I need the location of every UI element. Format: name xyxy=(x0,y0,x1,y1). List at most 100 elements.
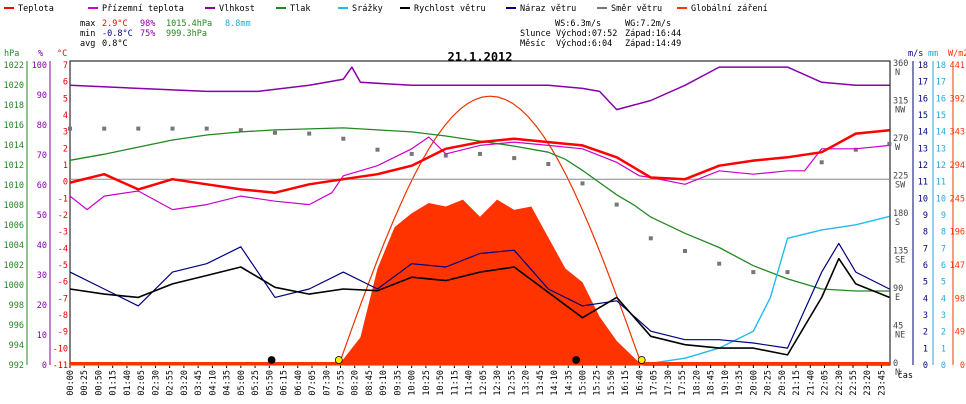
time-tick-4: 01:40 xyxy=(123,370,133,396)
direction-point-23 xyxy=(853,147,858,152)
series-gust xyxy=(69,242,890,349)
time-tick-52: 21:40 xyxy=(806,370,816,396)
time-tick-55: 22:55 xyxy=(849,370,859,396)
hpa-tick-8: 1006 xyxy=(4,221,24,231)
wm2-tick-5: 196 xyxy=(950,228,965,238)
percent-tick-9: 10 xyxy=(37,331,47,341)
hpa-tick-9: 1004 xyxy=(4,241,24,251)
celsius-tick-1: 6 xyxy=(63,78,68,88)
percent-tick-0: 100 xyxy=(32,61,47,71)
stat-moon-set: Západ:14:49 xyxy=(625,39,681,49)
direction-point-3 xyxy=(170,126,175,131)
direction-point-16 xyxy=(614,202,619,207)
chart-title: 21.1.2012 xyxy=(447,50,512,64)
stat-moon-label: Měsíc xyxy=(520,39,546,49)
time-tick-24: 10:00 xyxy=(408,370,418,396)
ms-tick-7: 11 xyxy=(918,178,928,188)
time-tick-23: 09:35 xyxy=(393,370,403,396)
direction-letter-7: NE xyxy=(895,331,905,341)
mm-tick-7: 11 xyxy=(936,178,946,188)
direction-point-24 xyxy=(887,141,892,146)
direction-point-22 xyxy=(819,160,824,165)
time-tick-8: 03:20 xyxy=(180,370,190,396)
time-tick-7: 02:55 xyxy=(166,370,176,396)
time-tick-20: 08:20 xyxy=(351,370,361,396)
ms-tick-17: 1 xyxy=(923,344,928,354)
mm-tick-16: 2 xyxy=(941,328,946,338)
hpa-tick-11: 1000 xyxy=(4,281,24,291)
time-tick-22: 09:10 xyxy=(379,370,389,396)
time-tick-19: 07:55 xyxy=(336,370,346,396)
celsius-tick-12: -5 xyxy=(58,261,68,271)
time-tick-38: 15:50 xyxy=(607,370,617,396)
time-tick-27: 11:15 xyxy=(450,370,460,396)
stat-min-label: min xyxy=(80,29,95,39)
time-tick-54: 22:30 xyxy=(835,370,845,396)
series-temperature xyxy=(69,128,890,194)
time-tick-14: 05:50 xyxy=(265,370,275,396)
percent-tick-2: 80 xyxy=(37,121,47,131)
time-tick-17: 07:05 xyxy=(308,370,318,396)
hpa-unit: hPa xyxy=(4,49,19,59)
time-tick-0: 00:00 xyxy=(66,370,76,396)
ms-tick-13: 5 xyxy=(923,278,928,288)
time-tick-15: 06:15 xyxy=(280,370,290,396)
hpa-tick-5: 1012 xyxy=(4,161,24,171)
ms-tick-9: 9 xyxy=(923,211,928,221)
time-tick-37: 15:25 xyxy=(593,370,603,396)
hpa-tick-12: 998 xyxy=(9,301,24,311)
stat-max-label: max xyxy=(80,19,95,29)
direction-point-18 xyxy=(683,249,687,253)
celsius-tick-3: 4 xyxy=(63,111,68,121)
mm-tick-17: 1 xyxy=(941,344,946,354)
hpa-tick-6: 1010 xyxy=(4,181,24,191)
series-pressure xyxy=(69,127,890,292)
direction-point-19 xyxy=(717,261,722,266)
time-tick-5: 02:05 xyxy=(137,370,147,396)
ms-tick-10: 8 xyxy=(923,228,928,238)
time-tick-16: 06:40 xyxy=(294,370,304,396)
legend-label-8: Globální záření xyxy=(691,4,768,14)
time-tick-41: 17:05 xyxy=(650,370,660,396)
direction-tick-0: 360 xyxy=(893,59,908,69)
stat-sun-label: Slunce xyxy=(520,29,551,39)
wm2-tick-0: 441 xyxy=(950,61,965,71)
ms-tick-6: 12 xyxy=(918,161,928,171)
direction-tick-3: 225 xyxy=(893,172,908,182)
hpa-tick-0: 1022 xyxy=(4,61,24,71)
mm-tick-13: 5 xyxy=(941,278,946,288)
time-tick-21: 08:45 xyxy=(365,370,375,396)
percent-unit: % xyxy=(38,49,43,59)
time-tick-35: 14:35 xyxy=(564,370,574,396)
bottom-bar xyxy=(70,362,890,365)
stat-max-hum: 98% xyxy=(140,19,155,29)
mm-tick-6: 12 xyxy=(936,161,946,171)
mm-tick-5: 13 xyxy=(936,144,946,154)
ms-tick-4: 14 xyxy=(918,128,928,138)
direction-tick-5: 135 xyxy=(893,247,908,257)
time-tick-1: 00:25 xyxy=(80,370,90,396)
mm-tick-1: 17 xyxy=(936,78,946,88)
wm2-tick-6: 147 xyxy=(950,261,965,271)
time-tick-39: 16:15 xyxy=(621,370,631,396)
percent-tick-4: 60 xyxy=(37,181,47,191)
celsius-tick-16: -9 xyxy=(58,328,68,338)
time-tick-56: 23:20 xyxy=(863,370,873,396)
wm2-tick-3: 294 xyxy=(950,161,965,171)
direction-letter-4: S xyxy=(895,218,900,228)
mm-tick-9: 9 xyxy=(941,211,946,221)
celsius-tick-5: 2 xyxy=(63,144,68,154)
time-tick-33: 13:45 xyxy=(536,370,546,396)
time-tick-18: 07:30 xyxy=(322,370,332,396)
hpa-tick-2: 1018 xyxy=(4,101,24,111)
direction-letter-1: NW xyxy=(895,106,906,116)
stat-moon-rise: Východ:6:04 xyxy=(556,39,612,49)
direction-letter-8: N xyxy=(895,368,900,378)
mm-tick-14: 4 xyxy=(941,294,946,304)
direction-point-6 xyxy=(273,130,277,135)
direction-tick-8: 0 xyxy=(893,359,898,369)
mm-tick-10: 8 xyxy=(941,228,946,238)
time-tick-43: 17:55 xyxy=(678,370,688,396)
stat-max-temp: 2.9°C xyxy=(102,19,128,29)
